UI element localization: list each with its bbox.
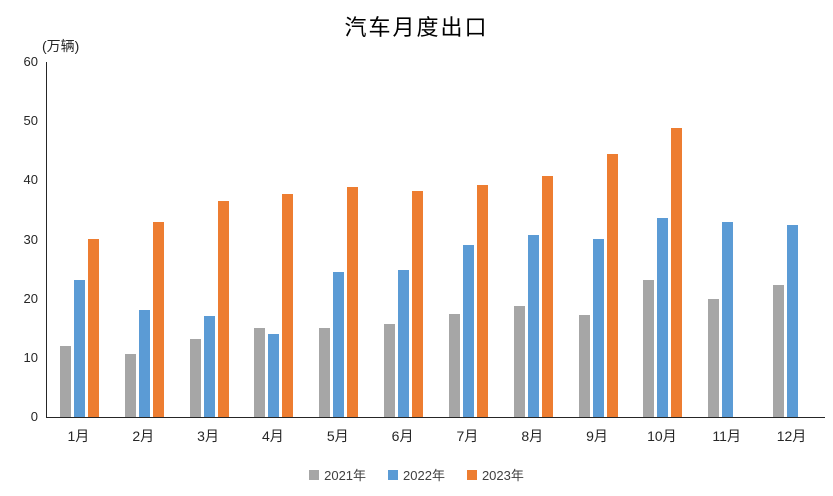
bar-2021年-3月 [189,338,201,417]
bar-group-3月 [177,62,242,417]
bar-2021年-5月 [319,328,331,417]
bar-2022年-2月 [138,309,150,417]
y-axis-tick-50: 50 [23,113,38,129]
legend-label-2021年: 2021年 [324,468,367,483]
y-axis-tick-10: 10 [23,349,38,365]
bar-2023年-2月 [152,222,164,417]
bar-group-2月 [112,62,177,417]
y-axis-unit-label: (万辆) [42,38,80,54]
bar-2023年-5月 [347,186,359,417]
y-axis-tick-40: 40 [23,172,38,188]
bar-group-9月 [566,62,631,417]
bar-2021年-9月 [578,314,590,417]
legend-label-2023年: 2023年 [481,468,524,483]
bar-2023年-4月 [282,193,294,417]
x-axis-label-10月: 10月 [647,428,677,444]
bar-2022年-9月 [592,238,604,417]
bar-group-7月 [436,62,501,417]
bar-group-10月 [630,62,695,417]
bar-2023年-1月 [87,238,99,417]
bar-2023年-7月 [476,185,488,417]
x-axis-label-9月: 9月 [586,428,608,444]
bar-2023年-10月 [671,128,683,417]
x-axis-label-5月: 5月 [326,428,349,444]
y-axis-tick-0: 0 [30,409,38,424]
bar-group-4月 [241,62,306,417]
bar-group-6月 [371,62,436,417]
bar-2022年-7月 [462,245,474,417]
y-axis-tick-30: 30 [23,231,38,247]
x-axis-label-7月: 7月 [456,428,479,444]
legend-item-2023年: 2023年 [466,465,524,484]
x-axis-label-3月: 3月 [197,428,219,444]
x-axis-label-11月: 11月 [712,428,741,444]
chart-title: 汽车月度出口 [344,16,489,41]
bar-2022年-11月 [722,221,734,417]
bar-2022年-1月 [73,280,85,417]
bar-group-5月 [306,62,371,417]
bar-2022年-3月 [203,315,215,417]
legend-label-2022年: 2022年 [403,468,445,483]
bar-2021年-10月 [643,280,655,417]
bar-2022年-12月 [787,224,799,417]
y-axis-tick-20: 20 [23,290,38,306]
bar-2022年-5月 [333,272,345,417]
x-axis-label-6月: 6月 [391,428,414,444]
bar-group-1月 [47,62,112,417]
legend-item-2022年: 2022年 [388,465,445,484]
legend-swatch-2022年 [388,469,399,480]
bar-2021年-11月 [708,299,720,417]
bar-2022年-4月 [268,333,280,417]
x-axis-label-1月: 1月 [67,428,90,444]
bar-2021年-4月 [254,327,266,417]
bar-group-11月 [695,62,760,417]
legend-swatch-2021年 [309,469,320,480]
bar-2022年-10月 [657,217,669,417]
x-axis-label-4月: 4月 [262,428,284,444]
bar-group-8月 [501,62,566,417]
legend-swatch-2023年 [466,469,477,480]
bar-2021年-1月 [59,346,71,417]
plot-area [46,62,825,418]
bar-2022年-8月 [527,234,539,417]
bar-2021年-6月 [384,323,396,417]
bar-2021年-7月 [448,314,460,417]
y-axis-tick-labels: 0 10 20 30 40 50 60 [0,54,38,424]
x-axis-label-2月: 2月 [132,428,155,444]
bar-group-12月 [760,62,825,417]
bar-2023年-6月 [412,190,424,417]
legend: 2021年 2022年 2023年 [0,465,833,484]
x-axis-label-12月: 12月 [776,428,807,444]
bar-2021年-2月 [124,354,136,417]
legend-item-2021年: 2021年 [309,465,366,484]
bar-2023年-3月 [217,201,229,417]
bar-2021年-8月 [513,305,525,417]
x-axis-labels: 1月 2月 3月 4月 5月 6月 7月 8月 9月 10月 11月 12月 [46,426,824,446]
bar-2021年-12月 [773,285,785,417]
x-axis-label-8月: 8月 [521,428,544,444]
bar-2022年-6月 [398,269,410,417]
bar-2023年-9月 [606,154,618,417]
bar-2023年-8月 [541,175,553,417]
y-axis-tick-60: 60 [23,54,38,69]
